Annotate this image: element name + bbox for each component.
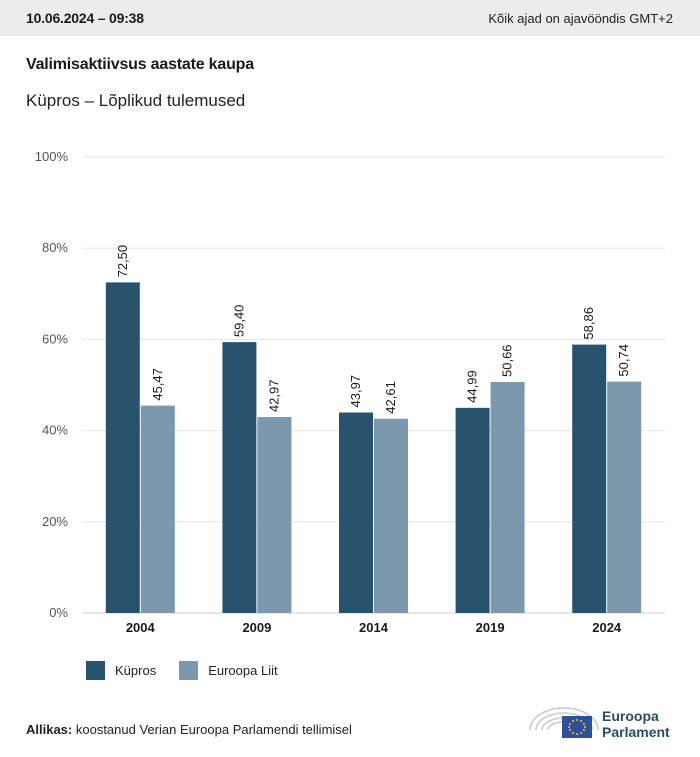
bar-value-label: 50,66 <box>500 344 515 377</box>
legend-item-kupros[interactable]: Küpros <box>86 661 156 680</box>
bar-value-label: 42,61 <box>383 381 398 414</box>
x-category-label: 2019 <box>476 620 505 635</box>
legend-label-euroopa-liit: Euroopa Liit <box>208 663 278 678</box>
x-category-label: 2004 <box>126 620 156 635</box>
bar[interactable] <box>140 405 175 613</box>
legend-label-kupros: Küpros <box>115 663 157 678</box>
bar[interactable] <box>257 417 292 613</box>
legend-swatch-kupros <box>86 661 105 680</box>
bar-value-label: 44,99 <box>465 370 480 403</box>
hemicycle-icon <box>529 707 599 738</box>
bar-value-label: 43,97 <box>348 375 363 408</box>
chart-subtitle: Küpros – Lõplikud tulemused <box>26 91 246 110</box>
legend: Küpros Euroopa Liit <box>86 661 301 680</box>
timezone-note: Kõik ajad on ajavööndis GMT+2 <box>488 10 673 26</box>
legend-swatch-euroopa-liit <box>179 661 199 680</box>
bar-chart: 0% 20% 40% 60% 80% 100% 72,50 45,47 2004 59,40 42,… <box>35 149 665 635</box>
x-category-label: 2014 <box>359 620 389 635</box>
european-parliament-logo[interactable]: Euroopa Parlament <box>528 702 678 742</box>
bar[interactable] <box>455 407 490 613</box>
source-note: Allikas: koostanud Verian Euroopa Parlam… <box>26 722 352 737</box>
bar-value-label: 72,50 <box>115 245 130 278</box>
bar[interactable] <box>572 344 607 613</box>
x-category-label: 2009 <box>242 620 271 635</box>
source-text: koostanud Verian Euroopa Parlamendi tell… <box>72 722 352 737</box>
y-tick-label: 20% <box>42 514 68 529</box>
bar-value-label: 42,97 <box>266 380 281 413</box>
chart-title: Valimisaktiivsus aastate kaupa <box>26 56 254 73</box>
bar[interactable] <box>490 381 525 613</box>
source-key: Allikas: <box>26 722 73 737</box>
y-tick-label: 100% <box>35 149 69 164</box>
bar[interactable] <box>105 282 140 613</box>
bar[interactable] <box>339 412 373 613</box>
bar-value-label: 58,86 <box>581 307 596 340</box>
logo-line-2: Parlament <box>602 724 670 740</box>
legend-item-euroopa-liit[interactable]: Euroopa Liit <box>179 661 278 680</box>
x-category-label: 2024 <box>592 620 622 635</box>
bar-value-label: 50,74 <box>616 344 631 377</box>
bar-value-label: 59,40 <box>231 305 246 338</box>
top-bar: 10.06.2024 – 09:38 Kõik ajad on ajavöönd… <box>0 0 700 36</box>
bar[interactable] <box>374 418 408 613</box>
y-tick-label: 60% <box>42 331 68 346</box>
y-tick-label: 0% <box>49 605 68 620</box>
bar[interactable] <box>222 342 257 613</box>
y-tick-label: 40% <box>42 423 68 438</box>
logo-text: Euroopa Parlament <box>602 708 670 740</box>
datetime: 10.06.2024 – 09:38 <box>26 10 144 26</box>
bar-value-label: 45,47 <box>150 368 165 401</box>
logo-line-1: Euroopa <box>602 708 659 724</box>
bar[interactable] <box>607 381 642 613</box>
y-tick-label: 80% <box>42 240 68 255</box>
